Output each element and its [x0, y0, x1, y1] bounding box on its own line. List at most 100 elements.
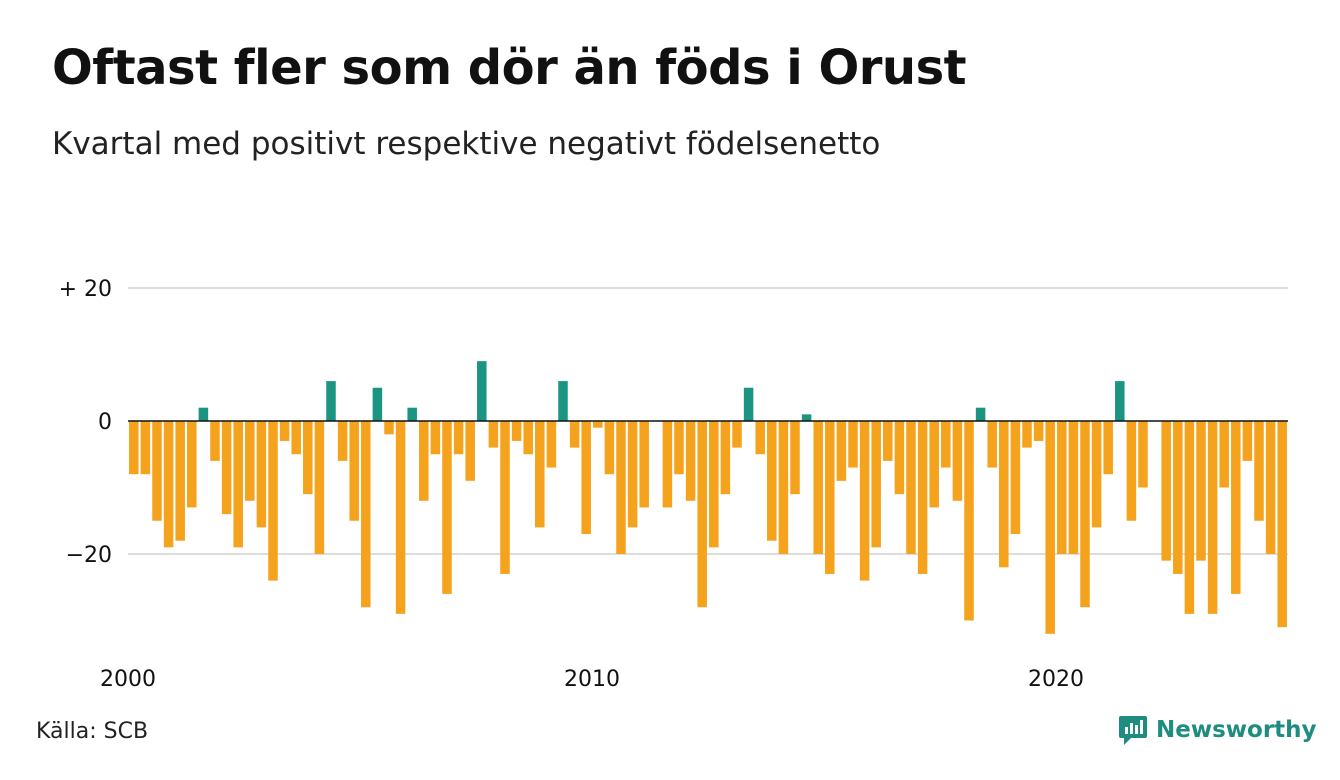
bar-negative[interactable]	[349, 421, 359, 521]
bar-negative[interactable]	[361, 421, 371, 608]
bar-negative[interactable]	[511, 421, 522, 441]
bar-negative[interactable]	[523, 421, 533, 455]
bar-negative[interactable]	[848, 421, 858, 468]
bar-negative[interactable]	[546, 421, 557, 468]
bar-negative[interactable]	[1207, 421, 1218, 614]
bar-negative[interactable]	[581, 421, 591, 535]
bar-negative[interactable]	[291, 421, 301, 455]
bar-negative[interactable]	[1057, 421, 1067, 554]
bar-negative[interactable]	[616, 421, 626, 554]
brand-logo[interactable]: Newsworthy	[1118, 714, 1317, 746]
bar-negative[interactable]	[395, 421, 406, 614]
bar-negative[interactable]	[1242, 421, 1253, 461]
bar-negative[interactable]	[755, 421, 765, 455]
bar-negative[interactable]	[140, 421, 151, 475]
bar-negative[interactable]	[685, 421, 696, 501]
bar-negative[interactable]	[163, 421, 174, 548]
bar-layer	[129, 361, 1287, 634]
bar-positive[interactable]	[407, 407, 417, 421]
bar-negative[interactable]	[709, 421, 719, 548]
bar-negative[interactable]	[1022, 421, 1032, 448]
bar-negative[interactable]	[1219, 421, 1229, 488]
bar-negative[interactable]	[999, 421, 1009, 568]
bar-negative[interactable]	[871, 421, 881, 548]
bar-negative[interactable]	[778, 421, 789, 554]
bar-negative[interactable]	[442, 421, 452, 594]
bar-negative[interactable]	[929, 421, 939, 508]
bar-negative[interactable]	[152, 421, 162, 521]
bar-negative[interactable]	[430, 421, 441, 455]
bar-negative[interactable]	[245, 421, 255, 501]
bar-positive[interactable]	[975, 407, 986, 421]
bar-positive[interactable]	[372, 387, 383, 421]
bar-negative[interactable]	[1138, 421, 1148, 488]
bar-negative[interactable]	[1277, 421, 1287, 628]
bar-negative[interactable]	[175, 421, 185, 541]
bar-negative[interactable]	[639, 421, 649, 508]
bar-negative[interactable]	[825, 421, 835, 574]
bar-negative[interactable]	[1080, 421, 1090, 608]
bar-negative[interactable]	[268, 421, 278, 581]
bar-negative[interactable]	[129, 421, 139, 475]
bar-negative[interactable]	[453, 421, 464, 455]
bar-negative[interactable]	[627, 421, 638, 528]
bar-negative[interactable]	[1173, 421, 1183, 574]
bar-negative[interactable]	[1126, 421, 1137, 521]
bar-negative[interactable]	[221, 421, 232, 515]
bar-negative[interactable]	[303, 421, 313, 495]
bar-negative[interactable]	[500, 421, 510, 574]
bar-positive[interactable]	[743, 387, 754, 421]
bar-negative[interactable]	[256, 421, 267, 528]
bar-negative[interactable]	[836, 421, 847, 481]
bar-negative[interactable]	[952, 421, 963, 501]
bar-positive[interactable]	[801, 414, 812, 421]
bar-negative[interactable]	[813, 421, 823, 554]
bar-negative[interactable]	[233, 421, 243, 548]
bar-negative[interactable]	[279, 421, 290, 441]
bar-negative[interactable]	[314, 421, 325, 554]
bar-positive[interactable]	[477, 361, 487, 421]
bar-negative[interactable]	[604, 421, 615, 475]
bar-negative[interactable]	[1254, 421, 1264, 521]
bar-negative[interactable]	[1196, 421, 1206, 561]
bar-negative[interactable]	[894, 421, 905, 495]
bar-positive[interactable]	[198, 407, 209, 421]
bar-negative[interactable]	[1068, 421, 1079, 554]
bar-negative[interactable]	[906, 421, 916, 554]
bar-negative[interactable]	[1033, 421, 1044, 441]
bar-negative[interactable]	[941, 421, 951, 468]
bar-negative[interactable]	[488, 421, 499, 448]
bar-negative[interactable]	[1184, 421, 1195, 614]
bar-negative[interactable]	[1265, 421, 1276, 554]
bar-negative[interactable]	[720, 421, 731, 495]
bar-positive[interactable]	[326, 381, 336, 421]
bar-negative[interactable]	[732, 421, 742, 448]
bar-negative[interactable]	[419, 421, 429, 501]
bar-negative[interactable]	[1231, 421, 1241, 594]
bar-negative[interactable]	[569, 421, 580, 448]
bar-negative[interactable]	[1045, 421, 1055, 634]
bar-negative[interactable]	[1091, 421, 1102, 528]
bar-negative[interactable]	[187, 421, 197, 508]
bar-negative[interactable]	[1010, 421, 1021, 535]
bar-negative[interactable]	[662, 421, 673, 508]
bar-negative[interactable]	[987, 421, 997, 468]
bar-positive[interactable]	[558, 381, 568, 421]
bar-negative[interactable]	[697, 421, 707, 608]
bar-negative[interactable]	[917, 421, 928, 574]
bar-negative[interactable]	[210, 421, 220, 461]
bar-negative[interactable]	[964, 421, 974, 621]
bar-negative[interactable]	[384, 421, 394, 435]
bar-negative[interactable]	[674, 421, 684, 475]
bar-negative[interactable]	[1161, 421, 1171, 561]
bar-negative[interactable]	[883, 421, 893, 461]
bar-negative[interactable]	[465, 421, 475, 481]
bar-negative[interactable]	[859, 421, 870, 581]
bar-positive[interactable]	[1115, 381, 1125, 421]
bar-negative[interactable]	[790, 421, 800, 495]
bar-negative[interactable]	[535, 421, 545, 528]
bar-negative[interactable]	[337, 421, 348, 461]
bar-negative[interactable]	[1103, 421, 1113, 475]
bar-negative[interactable]	[767, 421, 777, 541]
bar-negative[interactable]	[593, 421, 603, 428]
